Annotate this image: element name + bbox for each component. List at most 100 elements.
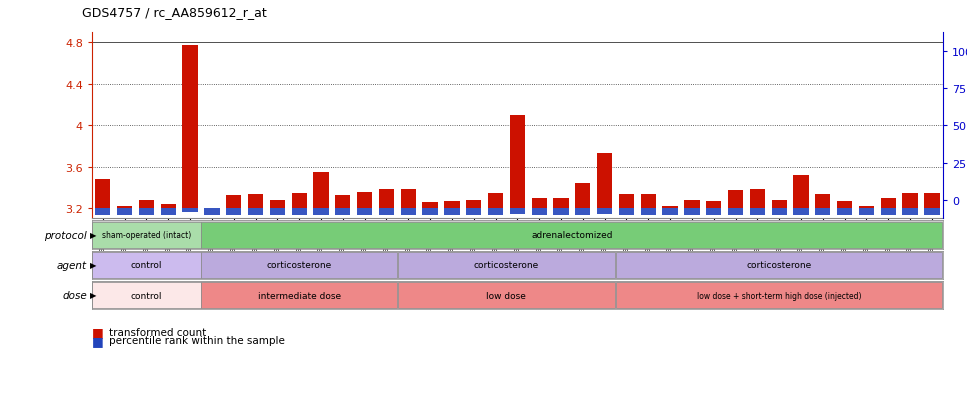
Text: sham-operated (intact): sham-operated (intact) xyxy=(102,230,191,240)
Bar xyxy=(444,202,459,209)
Bar xyxy=(772,209,787,216)
Bar xyxy=(313,173,329,209)
Bar xyxy=(161,204,176,209)
Bar xyxy=(510,209,525,214)
Bar xyxy=(95,180,110,209)
Bar xyxy=(397,282,615,308)
Bar xyxy=(248,209,263,216)
Text: ▶: ▶ xyxy=(90,291,97,300)
Text: adrenalectomized: adrenalectomized xyxy=(531,230,613,240)
Bar xyxy=(139,200,154,209)
Text: ▶: ▶ xyxy=(90,230,97,240)
Bar xyxy=(772,200,787,209)
Bar xyxy=(553,209,569,216)
Text: ■: ■ xyxy=(92,325,103,339)
Bar xyxy=(139,209,154,216)
Bar xyxy=(532,198,546,209)
Bar xyxy=(685,200,699,209)
Text: control: control xyxy=(131,291,162,300)
Text: agent: agent xyxy=(57,260,87,270)
Text: transformed count: transformed count xyxy=(109,327,207,337)
Bar xyxy=(728,191,744,209)
Bar xyxy=(95,209,110,216)
Text: control: control xyxy=(131,261,162,270)
Bar xyxy=(640,209,656,216)
Bar xyxy=(379,209,395,216)
Bar xyxy=(597,209,612,214)
Bar xyxy=(837,202,852,209)
Bar xyxy=(553,198,569,209)
Bar xyxy=(837,209,852,216)
Text: dose: dose xyxy=(62,290,87,300)
Bar xyxy=(902,209,918,216)
Bar xyxy=(616,282,943,308)
Text: percentile rank within the sample: percentile rank within the sample xyxy=(109,335,285,345)
Bar xyxy=(201,252,396,278)
Bar xyxy=(291,193,307,209)
Bar xyxy=(423,209,438,216)
Bar xyxy=(706,209,721,216)
Bar xyxy=(423,202,438,209)
Bar xyxy=(510,116,525,209)
Bar xyxy=(881,198,895,209)
Text: GDS4757 / rc_AA859612_r_at: GDS4757 / rc_AA859612_r_at xyxy=(82,6,267,19)
Bar xyxy=(444,209,459,216)
Text: intermediate dose: intermediate dose xyxy=(257,291,340,300)
Bar xyxy=(793,209,808,216)
Bar xyxy=(161,209,176,216)
Text: low dose + short-term high dose (injected): low dose + short-term high dose (injecte… xyxy=(697,291,862,300)
Text: corticosterone: corticosterone xyxy=(267,261,332,270)
Bar xyxy=(92,282,200,308)
Bar xyxy=(619,209,634,216)
Bar xyxy=(488,209,503,216)
Bar xyxy=(662,206,678,209)
Bar xyxy=(902,193,918,209)
Bar xyxy=(488,193,503,209)
Bar xyxy=(336,195,350,209)
Bar xyxy=(400,209,416,216)
Bar xyxy=(313,209,329,216)
Bar xyxy=(117,209,132,216)
Bar xyxy=(640,194,656,209)
Text: low dose: low dose xyxy=(486,291,526,300)
Bar xyxy=(466,200,482,209)
Bar xyxy=(749,190,765,209)
Text: ▶: ▶ xyxy=(90,261,97,270)
Bar xyxy=(619,194,634,209)
Bar xyxy=(662,209,678,216)
Bar xyxy=(749,209,765,216)
Bar xyxy=(616,252,943,278)
Bar xyxy=(400,190,416,209)
Bar xyxy=(924,193,940,209)
Bar xyxy=(685,209,699,216)
Bar xyxy=(226,195,242,209)
Bar xyxy=(270,200,285,209)
Bar xyxy=(575,209,591,216)
Bar xyxy=(226,209,242,216)
Bar xyxy=(859,209,874,216)
Bar xyxy=(815,194,831,209)
Bar xyxy=(201,282,396,308)
Bar xyxy=(728,209,744,216)
Bar xyxy=(291,209,307,216)
Bar xyxy=(357,192,372,209)
Bar xyxy=(466,209,482,216)
Bar xyxy=(859,206,874,209)
Bar xyxy=(117,206,132,209)
Bar xyxy=(357,209,372,216)
Bar xyxy=(597,154,612,209)
Text: protocol: protocol xyxy=(44,230,87,240)
Bar xyxy=(924,209,940,216)
Bar xyxy=(881,209,895,216)
Bar xyxy=(575,184,591,209)
Text: corticosterone: corticosterone xyxy=(474,261,539,270)
Text: corticosterone: corticosterone xyxy=(747,261,812,270)
Bar xyxy=(706,202,721,209)
Bar xyxy=(92,222,200,248)
Bar xyxy=(248,194,263,209)
Bar xyxy=(532,209,546,216)
Bar xyxy=(336,209,350,216)
Bar xyxy=(793,176,808,209)
Bar xyxy=(92,252,200,278)
Text: ■: ■ xyxy=(92,334,103,347)
